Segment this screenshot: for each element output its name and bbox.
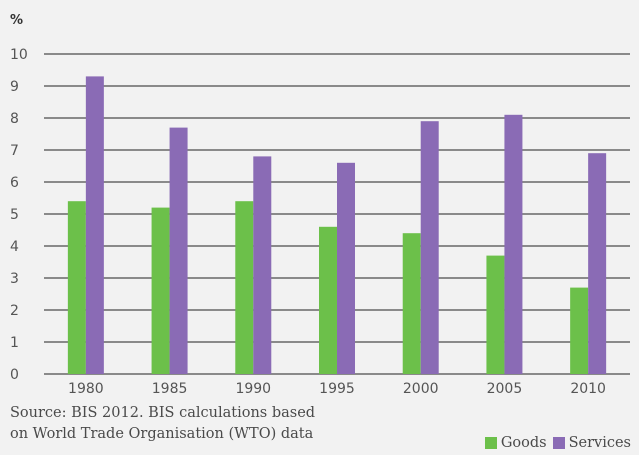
bar-services-1995 xyxy=(337,162,355,374)
y-tick-label-4: 4 xyxy=(10,239,19,255)
y-tick-label-9: 9 xyxy=(10,79,19,95)
bar-services-1980 xyxy=(85,76,104,375)
bar-services-1990 xyxy=(253,156,272,374)
x-tick-label-1980: 1980 xyxy=(68,381,104,397)
x-tick-label-2010: 2010 xyxy=(570,381,606,397)
y-tick-label-10: 10 xyxy=(10,47,28,63)
bar-goods-1985 xyxy=(151,207,170,374)
legend-item-goods: Goods xyxy=(484,435,547,451)
y-tick-label-8: 8 xyxy=(10,111,19,127)
y-tick-label-7: 7 xyxy=(10,143,19,159)
x-tick-label-1985: 1985 xyxy=(152,381,188,397)
source-line-1: Source: BIS 2012. BIS calculations based xyxy=(10,405,316,421)
x-tick-label-2000: 2000 xyxy=(403,381,439,397)
legend: Goods Services xyxy=(479,435,631,451)
y-tick-label-3: 3 xyxy=(10,271,19,287)
bar-goods-2000 xyxy=(402,233,421,374)
y-axis-label: % xyxy=(10,13,23,28)
bar-services-2005 xyxy=(504,114,523,375)
bar-services-2000 xyxy=(420,121,439,374)
bar-services-1985 xyxy=(169,127,188,374)
x-tick-label-2005: 2005 xyxy=(487,381,523,397)
legend-item-services: Services xyxy=(552,435,631,451)
legend-label-services: Services xyxy=(568,435,631,451)
x-tick-label-1990: 1990 xyxy=(235,381,271,397)
y-tick-label-5: 5 xyxy=(10,207,19,223)
y-tick-label-6: 6 xyxy=(10,175,19,191)
bar-goods-1990 xyxy=(235,201,254,374)
chart: % 0 1 2 3 4 5 6 7 8 9 10 1980 1985 1990 1995 2000 2005 2… xyxy=(10,13,630,397)
legend-swatch-services xyxy=(552,437,565,449)
source-note: Source: BIS 2012. BIS calculations based… xyxy=(10,403,410,445)
legend-label-goods: Goods xyxy=(500,435,547,451)
bar-services-2010 xyxy=(588,153,607,374)
bar-goods-2010 xyxy=(570,287,589,374)
y-tick-label-2: 2 xyxy=(10,303,19,319)
bar-goods-1980 xyxy=(67,201,86,374)
source-line-2: on World Trade Organisation (WTO) data xyxy=(10,426,314,442)
legend-swatch-goods xyxy=(484,437,497,449)
bar-goods-1995 xyxy=(319,226,337,374)
y-tick-label-1: 1 xyxy=(10,335,19,351)
y-tick-label-0: 0 xyxy=(10,367,19,383)
x-tick-label-1995: 1995 xyxy=(319,381,355,397)
bar-goods-2005 xyxy=(486,255,505,374)
